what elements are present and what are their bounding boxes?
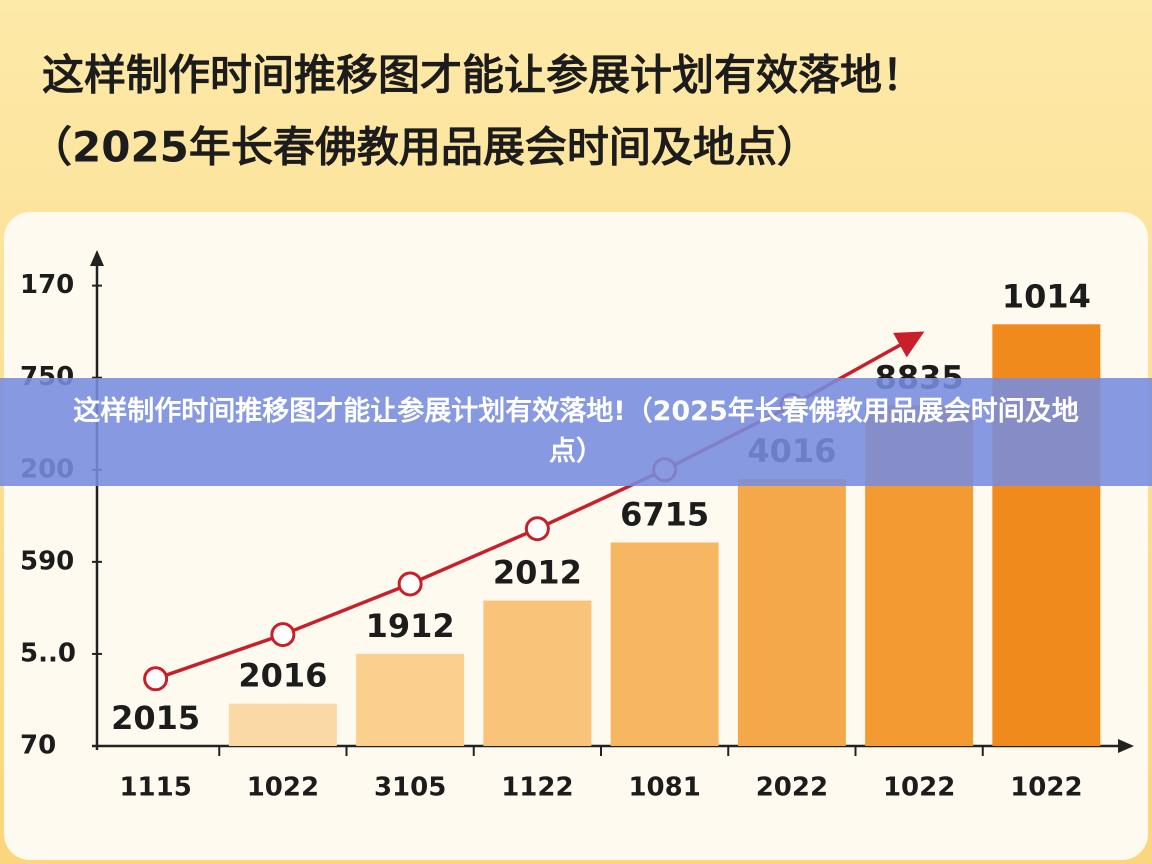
bar [483, 600, 592, 746]
bar-label: 2016 [238, 657, 327, 695]
x-tick-label: 1081 [628, 773, 700, 803]
y-tick-label: 70 [20, 731, 56, 761]
card [4, 212, 1148, 860]
bar-label: 6715 [620, 496, 709, 534]
x-tick-label: 2022 [756, 773, 828, 803]
y-axis-arrow [90, 250, 104, 266]
y-tick-label: 5..0 [20, 638, 76, 668]
chart-title: 这样制作时间推移图才能让参展计划有效落地！ [42, 51, 924, 100]
y-tick-label: 590 [20, 546, 74, 576]
trend-point [143, 666, 169, 692]
trend-point [524, 516, 550, 542]
x-tick-label: 1022 [1010, 773, 1082, 803]
bar-label: 2015 [111, 699, 200, 737]
trend-point [270, 622, 296, 648]
banner: 这样制作时间推移图才能让参展计划有效落地!（2025年长春佛教用品展会时间及地点… [0, 378, 1152, 486]
x-tick-label: 1115 [119, 773, 191, 803]
x-tick-label: 3105 [374, 773, 446, 803]
y-tick-label: 170 [20, 270, 74, 300]
bar-label: 1014 [1002, 277, 1091, 315]
bar [610, 542, 719, 746]
x-axis-arrow [1118, 739, 1134, 753]
chart-subtitle: （2025年长春佛教用品展会时间及地点） [30, 123, 819, 172]
x-tick-label: 1022 [883, 773, 955, 803]
x-tick-label: 1022 [247, 773, 319, 803]
trend-arrow [893, 331, 925, 358]
trend-point [397, 571, 423, 597]
x-tick-label: 1122 [501, 773, 573, 803]
bar-label: 1912 [366, 607, 455, 645]
bar [356, 653, 465, 746]
bar [737, 478, 846, 746]
bar [228, 703, 337, 746]
bar-label: 2012 [493, 554, 582, 592]
